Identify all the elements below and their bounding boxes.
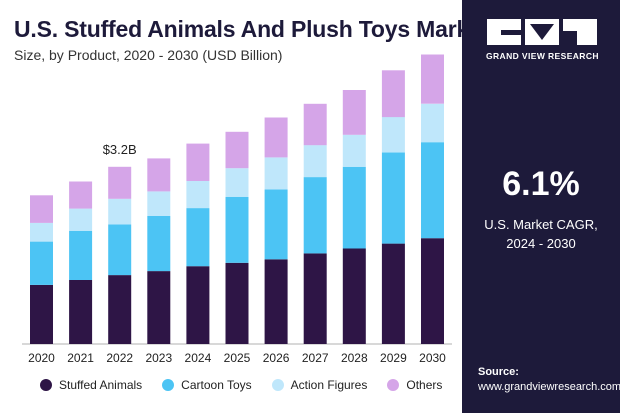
bar-cartoon-toys-2024 <box>186 208 210 267</box>
legend-item-stuffed-animals: Stuffed Animals <box>40 378 142 392</box>
x-tick-label-2029: 2029 <box>380 351 407 365</box>
bar-cartoon-toys-2028 <box>342 166 366 249</box>
bar-cartoon-toys-2021 <box>69 230 93 280</box>
x-tick-label-2021: 2021 <box>67 351 94 365</box>
bar-others-2026 <box>264 117 288 158</box>
bar-cartoon-toys-2025 <box>225 196 249 263</box>
legend-item-cartoon-toys: Cartoon Toys <box>162 378 252 392</box>
legend-swatch-action-figures <box>271 379 284 391</box>
bar-stuffed-animals-2021 <box>69 280 93 344</box>
bar-cartoon-toys-2030 <box>421 142 444 239</box>
bar-stuffed-animals-2029 <box>381 243 405 344</box>
bar-action-figures-2030 <box>421 103 444 143</box>
bar-others-2025 <box>225 131 249 169</box>
x-tick-label-2020: 2020 <box>28 351 55 365</box>
x-tick-label-2030: 2030 <box>419 351 446 365</box>
bar-action-figures-2028 <box>342 134 366 167</box>
legend-item-others: Others <box>387 378 442 392</box>
legend-swatch-others <box>387 379 400 391</box>
gvr-logo-icon <box>487 19 597 45</box>
bar-cartoon-toys-2023 <box>147 216 171 272</box>
bar-stuffed-animals-2025 <box>225 262 249 344</box>
bar-stuffed-animals-2027 <box>303 253 327 344</box>
bar-stuffed-animals-2026 <box>264 259 288 344</box>
bar-action-figures-2029 <box>381 117 405 153</box>
bar-stuffed-animals-2030 <box>421 238 444 344</box>
bar-stuffed-animals-2023 <box>147 271 171 344</box>
bar-action-figures-2021 <box>69 208 93 231</box>
source-url: www.grandviewresearch.com <box>478 381 620 393</box>
bar-cartoon-toys-2020 <box>30 241 53 285</box>
bar-action-figures-2027 <box>303 145 327 178</box>
bar-stuffed-animals-2022 <box>108 275 132 344</box>
bar-stuffed-animals-2024 <box>186 266 210 344</box>
cagr-label-line2: 2024 - 2030 <box>506 236 576 251</box>
sidebar-panel: GRAND VIEW RESEARCH 6.1% U.S. Market CAG… <box>462 0 620 413</box>
x-tick-label-2025: 2025 <box>224 351 251 365</box>
bar-action-figures-2025 <box>225 168 249 197</box>
x-tick-label-2024: 2024 <box>185 351 212 365</box>
bar-action-figures-2023 <box>147 191 171 216</box>
bar-others-2021 <box>69 181 93 209</box>
source-note: Source: www.grandviewresearch.com <box>478 365 620 395</box>
legend-label-others: Others <box>406 378 443 392</box>
bar-cartoon-toys-2029 <box>381 152 405 244</box>
legend-item-action-figures: Action Figures <box>271 378 368 392</box>
bar-cartoon-toys-2026 <box>264 189 288 260</box>
bar-others-2030 <box>421 54 444 104</box>
bar-others-2024 <box>186 143 210 181</box>
cagr-label: U.S. Market CAGR, 2024 - 2030 <box>462 215 620 253</box>
bar-others-2029 <box>381 70 405 118</box>
legend-label-action-figures: Action Figures <box>290 378 368 392</box>
brand-logo: GRAND VIEW RESEARCH <box>486 18 599 61</box>
chart-legend: Stuffed Animals Cartoon Toys Action Figure… <box>40 378 442 392</box>
bar-others-2020 <box>30 195 53 223</box>
bar-action-figures-2022 <box>108 198 132 225</box>
legend-swatch-stuffed-animals <box>40 379 52 391</box>
brand-name: GRAND VIEW RESEARCH <box>486 51 599 61</box>
x-tick-label-2022: 2022 <box>106 351 133 365</box>
bar-stuffed-animals-2020 <box>30 284 53 344</box>
bar-action-figures-2020 <box>30 222 53 242</box>
source-label: Source: <box>478 366 519 378</box>
data-label-2022: $3.2B <box>103 142 137 157</box>
bar-others-2027 <box>303 103 327 146</box>
x-tick-label-2023: 2023 <box>145 351 172 365</box>
bar-others-2028 <box>342 90 366 135</box>
bar-stuffed-animals-2028 <box>342 248 366 344</box>
x-tick-label-2026: 2026 <box>263 351 290 365</box>
cagr-label-line1: U.S. Market CAGR, <box>484 217 598 232</box>
bar-action-figures-2026 <box>264 157 288 190</box>
legend-label-stuffed-animals: Stuffed Animals <box>59 378 143 392</box>
bar-cartoon-toys-2022 <box>108 224 132 276</box>
bar-others-2023 <box>147 158 171 192</box>
legend-swatch-cartoon-toys <box>162 379 175 391</box>
x-tick-label-2028: 2028 <box>341 351 368 365</box>
bar-action-figures-2024 <box>186 181 210 209</box>
x-tick-label-2027: 2027 <box>302 351 329 365</box>
chart-subtitle: Size, by Product, 2020 - 2030 (USD Billi… <box>14 47 283 63</box>
legend-label-cartoon-toys: Cartoon Toys <box>181 378 252 392</box>
cagr-value: 6.1% <box>502 165 580 203</box>
bar-others-2022 <box>108 166 132 199</box>
bar-cartoon-toys-2027 <box>303 177 327 254</box>
stacked-bar-chart: 2020 2021 2022 $3.2B 2023 2024 2025 2026 2027 202… <box>22 54 452 365</box>
chart-title: U.S. Stuffed Animals And Plush Toys Mark… <box>14 16 490 42</box>
